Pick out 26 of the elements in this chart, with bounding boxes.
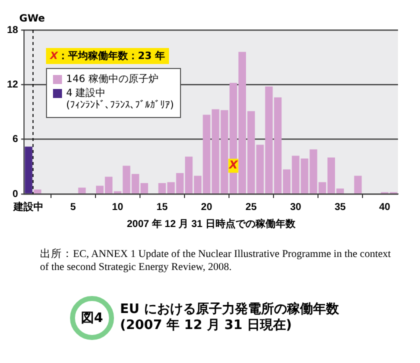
bar [354,176,362,194]
x-tick-label: 5 [70,202,76,213]
x-tick-label: 建設中 [12,200,44,213]
y-tick-label: 12 [7,79,19,90]
annotation: X [228,158,238,172]
text: 出所：EC, ANNEX 1 Update of the Nuclear Illustrative Programme in the context of the second Strategic Energy Review, 2008. [40,248,392,274]
legend-label: 4 建設中 (ﾌｨﾝﾗﾝﾄﾞ､ﾌﾗﾝｽ､ﾌﾞﾙｶﾞﾘｱ) [66,88,174,112]
x-tick-label: 15 [156,202,168,213]
legend-title: X：平均稼働年数：23 年 [46,48,170,64]
x-tick-label: 10 [112,202,124,213]
x-tick-label: 25 [246,202,258,213]
caption: 図4 [70,296,114,340]
bar [78,188,86,194]
bar [24,146,32,194]
y-axis-title: GWe [19,14,46,25]
y-tick-label: 6 [12,134,19,146]
y-tick-label: 0 [12,188,19,200]
x-axis-title: 2007 年 12 月 31 日時点での稼働年数 [126,218,296,230]
bar [34,189,42,194]
x-tick-label: 20 [201,202,213,213]
x-tick-label: 40 [379,202,391,213]
x-tick-label: 35 [334,202,346,213]
legend-label: 146 稼働中の原子炉 [66,74,158,86]
text: EU における原子力発電所の稼働年数 (2007 年 12 月 31 日現在) [120,302,339,334]
x-tick-label: 30 [290,202,302,213]
y-tick-label: 18 [7,24,19,36]
